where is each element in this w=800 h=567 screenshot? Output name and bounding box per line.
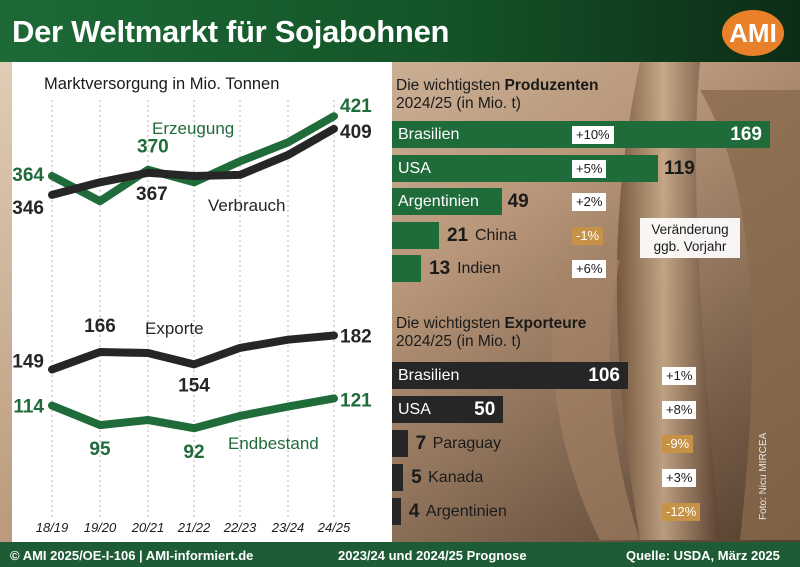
producer-category-label: USA [398,159,431,177]
supply-data-label-1: 346 [12,198,44,219]
trade-data-label-4: 114 [13,397,44,418]
producer-value-label: 49 [507,191,529,212]
producer-bar-3 [392,221,439,249]
legend-exporte: Exporte [145,319,204,338]
exporter-value-label: 4 [408,501,420,522]
supply-data-label-5: 409 [340,122,372,143]
page-title: Der Weltmarkt für Sojabohnen [12,14,450,49]
exporters-title: Die wichtigsten Exporteure 2024/25 (in M… [396,315,586,351]
producer-change-badge: +5% [572,159,607,178]
x-tick-label: 22/23 [223,520,257,535]
exporter-change-badge: +8% [662,401,697,419]
exporter-category-label: USA [398,401,431,418]
market-supply-title: Marktversorgung in Mio. Tonnen [44,75,280,93]
producers-title-line2: 2024/25 (in Mio. t) [396,95,521,112]
exporter-bar-0 [392,362,628,389]
x-tick-label: 24/25 [317,520,351,535]
exporters-title-bold: Exporteure [504,315,587,332]
trade-data-label-7: 121 [340,390,372,411]
trade-data-label-1: 166 [84,316,116,337]
exporter-category-label: Paraguay [432,435,502,452]
x-tick-label: 20/21 [131,520,165,535]
exporter-value-label: 5 [411,467,422,488]
producer-category-label: China [474,226,517,244]
exporters-title-line2: 2024/25 (in Mio. t) [396,333,521,350]
producers-title-bold: Produzenten [504,77,599,94]
producer-category-label: Indien [457,260,501,277]
producer-value-label: 169 [730,124,762,145]
exporter-category-label: Kanada [428,469,484,486]
legend-verbrauch: Verbrauch [208,196,286,215]
supply-data-label-3: 367 [136,184,168,205]
producer-change-badge: +6% [572,260,607,278]
exporter-category-label: Brasilien [398,367,460,384]
footer-source: Quelle: USDA, März 2025 [626,548,780,563]
photo-credit: Foto: Nicu MIRCEA [758,432,769,520]
x-tick-label: 18/19 [36,520,69,535]
exporter-change-badge: +1% [662,367,697,385]
supply-series-0 [48,112,338,206]
x-tick-label: 23/24 [271,520,305,535]
exporter-bar-3 [392,464,403,491]
exporter-bar-2 [392,430,408,457]
ami-logo: AMI [722,10,784,56]
exporter-category-label: Argentinien [425,503,507,520]
producer-change-badge: +2% [572,193,607,211]
supply-data-label-4: 421 [340,96,372,117]
exporter-value-label: 7 [415,433,427,454]
producer-value-label: 21 [446,224,469,246]
producer-change-badge: -1% [572,226,604,245]
exporter-bar-1 [392,396,503,423]
trade-series-1 [48,394,338,433]
footer-forecast-note: 2023/24 und 2024/25 Prognose [338,548,527,563]
trade-data-label-5: 95 [89,439,111,460]
trade-data-label-6: 92 [183,442,204,463]
trade-data-label-3: 182 [340,327,372,348]
producer-value-label: 119 [664,157,695,179]
x-tick-label: 19/20 [84,520,117,535]
change-note: Veränderung ggb. Vorjahr [640,218,740,258]
producer-bar-1 [392,154,658,182]
trade-data-label-2: 154 [178,375,210,396]
x-tick-label: 21/22 [177,520,211,535]
producer-category-label: Brasilien [398,126,460,143]
exporters-title-prefix: Die wichtigsten [396,315,505,332]
producer-change-badge: +10% [572,126,614,144]
panel-gap [378,62,392,542]
producer-category-label: Argentinien [398,193,479,210]
exporter-change-badge: -12% [662,503,701,521]
trade-series-0 [48,331,338,374]
supply-data-label-2: 370 [137,137,169,158]
producers-title: Die wichtigsten Produzenten 2024/25 (in … [396,77,598,113]
exporter-change-badge: -9% [662,435,694,453]
supply-data-label-0: 364 [12,165,44,186]
legend-endbestand: Endbestand [228,434,319,453]
producer-bar-4 [392,255,421,282]
legend-erzeugung: Erzeugung [152,119,234,138]
producer-bar-2 [392,188,502,215]
exporter-value-label: 106 [588,365,620,386]
exporter-value-label: 50 [474,399,496,420]
exporter-bar-4 [392,498,401,525]
producer-value-label: 13 [429,258,451,279]
exporter-change-badge: +3% [662,469,697,487]
footer-copyright: © AMI 2025/OE-I-106 | AMI-informiert.de [10,548,254,563]
supply-series-1 [48,124,338,199]
footer-bar [0,542,800,567]
producers-title-prefix: Die wichtigsten [396,77,505,94]
trade-data-label-0: 149 [12,352,44,373]
